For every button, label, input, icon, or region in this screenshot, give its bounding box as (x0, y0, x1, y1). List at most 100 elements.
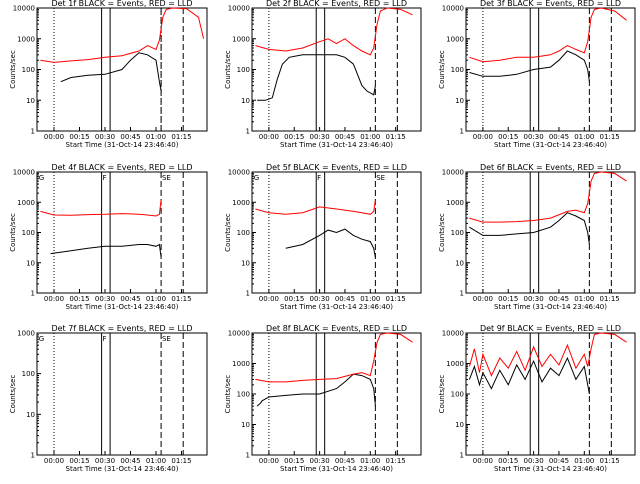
x-axis-label: Start Time (31-Oct-14 23:46:40) (494, 465, 607, 473)
chart-8: Det 8f BLACK = Events, RED = LLD 1 10 100 10… (224, 324, 422, 473)
x-tick-label: 00:15 (498, 457, 518, 465)
y-tick-label: 1000 (17, 35, 35, 43)
y-tick-label: 100 (451, 66, 464, 74)
y-tick-label: 1 (31, 290, 35, 298)
y-tick-label: 10000 (13, 5, 35, 13)
plot-frame (36, 171, 208, 294)
x-tick-label: 01:15 (600, 133, 620, 141)
y-tick-label: 100 (237, 229, 250, 237)
x-axis-label: Start Time (31-Oct-14 23:46:40) (66, 303, 179, 311)
chart-title: Det 3f BLACK = Events, RED = LLD (480, 0, 621, 8)
chart-2: Det 2f BLACK = Events, RED = LLD 1 10 100 10… (224, 0, 422, 149)
x-tick-label: 01:15 (386, 295, 406, 303)
x-tick-label: 01:00 (360, 295, 380, 303)
y-tick-label: 10 (241, 97, 250, 105)
y-tick-label: 10000 (228, 5, 250, 13)
x-tick-label: 00:45 (549, 133, 569, 141)
marker-label: F (102, 174, 106, 182)
y-tick-label: 10000 (442, 5, 464, 13)
x-tick-label: 00:15 (284, 295, 304, 303)
y-tick-label: 1 (460, 128, 464, 136)
y-tick-label: 1000 (232, 35, 250, 43)
x-tick-label: 00:45 (335, 133, 355, 141)
y-tick-label: 100 (22, 229, 35, 237)
x-tick-label: 00:15 (69, 295, 89, 303)
x-axis-label: Start Time (31-Oct-14 23:46:40) (494, 141, 607, 149)
y-axis-label: Counts/sec (224, 50, 232, 89)
marker-label: F (102, 335, 106, 343)
chart-3: Det 3f BLACK = Events, RED = LLD 1 10 100 10… (438, 0, 636, 149)
marker-label: SE (376, 174, 385, 182)
x-tick-label: 00:30 (524, 295, 544, 303)
x-tick-label: 01:15 (386, 133, 406, 141)
x-tick-label: 00:45 (335, 295, 355, 303)
y-axis-label: Counts/sec (438, 50, 446, 89)
series-line-red (469, 7, 627, 63)
y-tick-label: 1 (31, 452, 35, 460)
y-tick-label: 100 (22, 370, 35, 378)
y-tick-label: 1000 (232, 199, 250, 207)
x-tick-label: 01:00 (360, 133, 380, 141)
chart-title: Det 5f BLACK = Events, RED = LLD (266, 163, 407, 172)
x-tick-label: 00:45 (120, 295, 140, 303)
chart-9: Det 9f BLACK = Events, RED = LLD 1 10 100 10… (438, 324, 636, 473)
chart-7: Det 7f BLACK = Events, RED = LLD 1 10 100 10… (9, 324, 208, 473)
series-line-black (285, 228, 376, 258)
x-tick-label: 01:15 (600, 295, 620, 303)
x-tick-label: 01:00 (360, 457, 380, 465)
y-tick-label: 1000 (232, 360, 250, 368)
x-tick-label: 00:30 (310, 133, 330, 141)
y-tick-label: 100 (451, 391, 464, 399)
x-tick-label: 00:30 (95, 457, 115, 465)
x-axis-label: Start Time (31-Oct-14 23:46:40) (280, 465, 393, 473)
series-line-black (256, 373, 376, 407)
chart-title: Det 9f BLACK = Events, RED = LLD (480, 324, 621, 333)
x-tick-label: 00:15 (498, 133, 518, 141)
y-tick-label: 100 (237, 391, 250, 399)
plot-frame (465, 332, 636, 456)
x-tick-label: 00:00 (259, 133, 279, 141)
y-tick-label: 1000 (446, 360, 464, 368)
y-tick-label: 10000 (228, 330, 250, 338)
x-tick-label: 00:00 (44, 133, 64, 141)
x-tick-label: 00:45 (120, 457, 140, 465)
y-tick-label: 1 (246, 128, 250, 136)
x-tick-label: 00:00 (259, 457, 279, 465)
marker-label: G (254, 174, 259, 182)
x-tick-label: 00:45 (120, 133, 140, 141)
series-line-red (469, 171, 627, 223)
y-tick-label: 10000 (228, 169, 250, 177)
x-tick-label: 00:30 (95, 295, 115, 303)
x-tick-label: 00:15 (69, 133, 89, 141)
chart-title: Det 4f BLACK = Events, RED = LLD (51, 163, 192, 172)
y-tick-label: 1000 (446, 199, 464, 207)
x-tick-label: 00:00 (473, 295, 493, 303)
x-tick-label: 01:00 (574, 457, 594, 465)
x-tick-label: 00:15 (284, 133, 304, 141)
x-tick-label: 00:30 (524, 457, 544, 465)
y-tick-label: 1000 (446, 35, 464, 43)
x-tick-label: 01:15 (171, 133, 191, 141)
x-tick-label: 00:45 (549, 457, 569, 465)
chart-4: Det 4f BLACK = Events, RED = LLD 1 10 100 10… (9, 163, 208, 311)
y-tick-label: 10 (26, 411, 35, 419)
y-tick-label: 1 (31, 128, 35, 136)
series-line-red (255, 199, 376, 215)
y-tick-label: 1 (246, 290, 250, 298)
x-tick-label: 00:30 (310, 457, 330, 465)
y-axis-label: Counts/sec (438, 375, 446, 414)
plot-frame (465, 171, 636, 294)
y-axis-label: Counts/sec (224, 213, 232, 252)
y-tick-label: 100 (237, 66, 250, 74)
x-tick-label: 00:30 (524, 133, 544, 141)
y-tick-label: 10000 (13, 169, 35, 177)
series-line-red (40, 199, 162, 217)
y-axis-label: Counts/sec (9, 213, 17, 252)
x-tick-label: 00:00 (44, 457, 64, 465)
series-line-red (255, 332, 413, 383)
x-tick-label: 01:15 (171, 295, 191, 303)
marker-label: G (39, 335, 44, 343)
y-tick-label: 1000 (17, 199, 35, 207)
